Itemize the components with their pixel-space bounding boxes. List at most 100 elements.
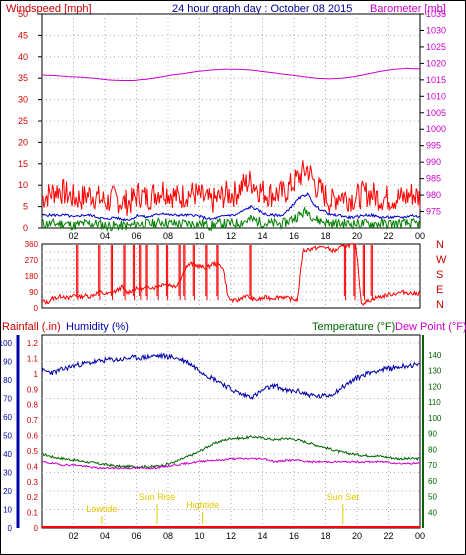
temp-tick-50: 50 [428,493,437,502]
humidity-axis-title: Humidity (%) [66,321,129,333]
rain-tick-1.2: 1.2 [27,339,39,348]
windspeed-tick-0: 0 [23,223,28,233]
barometer-tick-1005: 1005 [426,108,446,118]
temp-tick-80: 80 [428,445,437,454]
wind-direction-line [41,242,421,306]
humidity-tick-0: 0 [8,524,13,533]
rain-tick-0: 0 [34,524,39,533]
barometer-tick-990: 990 [426,157,441,167]
rain-tick-1: 1 [34,370,39,379]
humidity-tick-70: 70 [3,395,12,404]
compass-label-N-0: N [436,239,444,251]
windspeed-tick-50: 50 [18,9,28,19]
barometer-tick-1020: 1020 [426,58,446,68]
temp-tick-120: 120 [428,382,442,391]
hum-x-tick-12: 12 [226,531,236,541]
humidity-tick-10: 10 [3,506,12,515]
humidity-tick-40: 40 [3,450,12,459]
barometer-tick-1000: 1000 [426,124,446,134]
barometer-line [41,67,421,81]
barometer-tick-1010: 1010 [426,91,446,101]
wind-x-tick-16: 16 [289,231,299,241]
humidity-tick-80: 80 [3,376,12,385]
direction-tick-0: 0 [34,304,39,313]
wind-x-tick-12: 12 [226,231,236,241]
temp-tick-90: 90 [428,430,437,439]
wind-x-tick-04: 04 [100,231,110,241]
barometer-axis-title: Barometer [mb] [370,3,446,15]
humidity-tick-30: 30 [3,469,12,478]
temperature-line [41,435,421,470]
hum-x-tick-00: 00 [415,531,425,541]
rain-tick-0.6: 0.6 [27,432,39,441]
compass-label-E-3: E [436,284,443,296]
wind-x-tick-02: 02 [68,231,78,241]
compass-label-S-2: S [436,269,443,281]
wind-gust-line [41,160,421,216]
dewpoint-axis-title: Dew Point (°F) [395,321,466,333]
compass-label-W-1: W [436,254,447,266]
rain-tick-0.8: 0.8 [27,401,39,410]
windspeed-tick-30: 30 [18,95,28,105]
hum-x-tick-08: 08 [163,531,173,541]
event-label-2: Hightide [186,500,219,510]
wind-x-tick-22: 22 [383,231,393,241]
wind-average-line [41,192,421,222]
wind-x-tick-06: 06 [131,231,141,241]
barometer-tick-985: 985 [426,174,441,184]
windspeed-tick-45: 45 [18,30,28,40]
event-label-1: Sun Rise [139,492,176,502]
direction-tick-270: 270 [25,256,39,265]
barometer-tick-1025: 1025 [426,42,446,52]
windspeed-tick-20: 20 [18,137,28,147]
temp-tick-70: 70 [428,461,437,470]
barometer-tick-975: 975 [426,207,441,217]
chart-title: 24 hour graph day : October 08 2015 [172,3,352,15]
direction-tick-180: 180 [25,272,39,281]
windspeed-tick-10: 10 [18,180,28,190]
wind-x-tick-14: 14 [257,231,267,241]
rain-tick-1.1: 1.1 [27,354,39,363]
hum-x-tick-04: 04 [100,531,110,541]
hum-x-tick-06: 06 [131,531,141,541]
humidity-line [41,351,421,401]
hum-x-tick-20: 20 [352,531,362,541]
temp-tick-140: 140 [428,351,442,360]
windspeed-axis-title: Windspeed [mph] [6,3,92,15]
windspeed-tick-15: 15 [18,159,28,169]
wind-x-tick-00: 00 [415,231,425,241]
temp-tick-40: 40 [428,508,437,517]
rain-tick-0.5: 0.5 [27,447,39,456]
windspeed-tick-25: 25 [18,116,28,126]
rain-tick-0.9: 0.9 [27,385,39,394]
humidity-tick-60: 60 [3,413,12,422]
temp-tick-130: 130 [428,367,442,376]
barometer-tick-995: 995 [426,141,441,151]
barometer-tick-1035: 1035 [426,9,446,19]
rain-tick-0.7: 0.7 [27,416,39,425]
wind-baro-panel: 02 04 06 08 10 12 14 16 18 20 22 000510152025303540… [18,9,446,241]
direction-tick-90: 90 [29,288,38,297]
event-label-3: Sun Set [327,492,360,502]
rain-tick-0.4: 0.4 [27,462,39,471]
humidity-tick-50: 50 [3,432,12,441]
wind-x-tick-20: 20 [352,231,362,241]
dewpoint-line [41,457,421,470]
event-label-0: Lowtide [86,504,117,514]
rainfall-axis-title: Rainfall (.in) [2,321,61,333]
direction-tick-360: 360 [25,240,39,249]
hum-x-tick-02: 02 [68,531,78,541]
humidity-tick-100: 100 [0,339,13,348]
rain-tick-0.2: 0.2 [27,493,39,502]
windspeed-tick-35: 35 [18,73,28,83]
wind-x-tick-18: 18 [320,231,330,241]
rain-tick-0.1: 0.1 [27,509,39,518]
temperature-axis-title: Temperature (°F) [312,321,395,333]
wind-low-line [41,206,421,233]
humidity-tick-90: 90 [3,358,12,367]
hum-x-tick-22: 22 [383,531,393,541]
compass-label-N-4: N [436,299,444,311]
humidity-temp-panel: 02 04 06 08 10 12 14 16 18 20 22 000102030405060708… [0,334,442,541]
